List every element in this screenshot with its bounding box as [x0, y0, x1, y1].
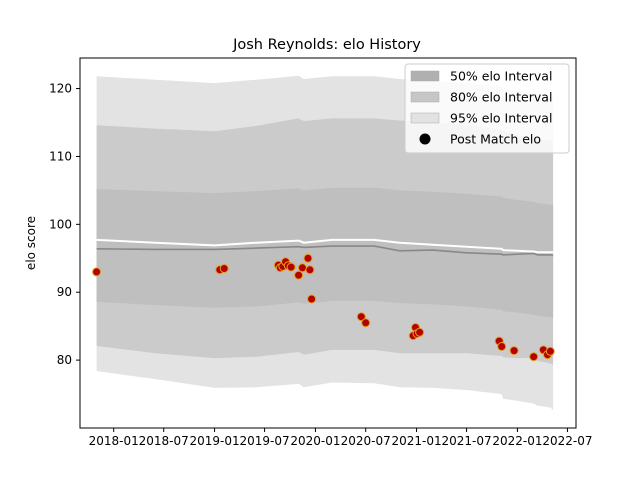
legend-label: 95% elo Interval [450, 111, 552, 126]
x-tick-label: 2021-07 [442, 434, 492, 448]
legend-label: 80% elo Interval [450, 90, 552, 105]
x-tick-label: 2020-01 [290, 434, 340, 448]
plot-area [92, 75, 555, 411]
post-match-point [305, 265, 315, 275]
legend-marker [419, 133, 431, 145]
y-tick-label: 80 [57, 353, 72, 367]
post-match-point [529, 352, 539, 362]
post-match-point [92, 267, 102, 277]
plot-frame [79, 57, 577, 429]
post-match-point [294, 270, 304, 280]
legend-swatch [410, 70, 440, 82]
post-match-point [307, 294, 317, 304]
x-tick-label: 2019-07 [240, 434, 290, 448]
post-match-point [361, 318, 371, 328]
x-tick-label: 2020-07 [341, 434, 391, 448]
legend: 50% elo Interval 80% elo Interval 95% elo … [404, 63, 570, 154]
x-tick-label: 2018-07 [139, 434, 189, 448]
y-tick-label: 100 [49, 217, 72, 231]
axes: 2018-01 2018-07 2019-01 2019-07 2020-01 2020-… [49, 82, 592, 448]
post-match-point [545, 346, 555, 356]
chart-title: Josh Reynolds: elo History [232, 37, 421, 53]
y-tick-label: 110 [49, 149, 72, 163]
post-match-point [509, 346, 519, 356]
legend-swatch [410, 91, 440, 103]
post-match-point [219, 264, 229, 273]
x-tick-label: 2022-07 [542, 434, 592, 448]
band-50-interval [96, 187, 554, 318]
post-match-point [497, 342, 507, 351]
legend-label: 50% elo Interval [450, 69, 552, 84]
post-match-point [286, 262, 296, 272]
legend-label: Post Match elo [450, 132, 541, 147]
x-tick-label: 2021-01 [391, 434, 441, 448]
post-match-point [303, 253, 313, 263]
x-tick-label: 2018-01 [89, 434, 139, 448]
y-tick-label: 120 [49, 82, 72, 96]
x-tick-label: 2019-01 [189, 434, 239, 448]
post-match-point [415, 327, 425, 337]
median-line [96, 245, 554, 257]
x-tick-label: 2022-01 [492, 434, 542, 448]
y-tick-label: 90 [57, 285, 72, 299]
post-match-point [297, 263, 307, 273]
legend-box [404, 63, 570, 154]
post-match-point [356, 312, 366, 322]
mean-line [96, 238, 554, 254]
legend-swatch [410, 112, 440, 124]
y-axis-title: elo score [24, 216, 38, 270]
